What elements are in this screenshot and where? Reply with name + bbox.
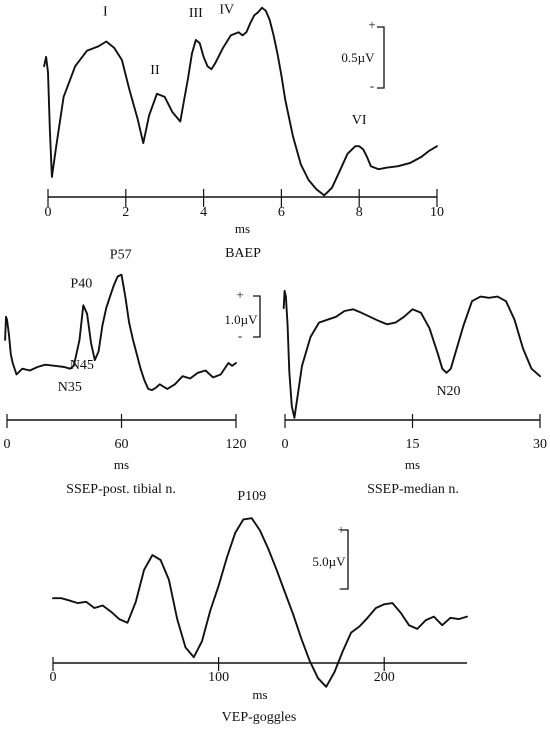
chart-0-x-tick-label-2: 2: [122, 205, 129, 220]
chart-1-calibration-minus: -: [238, 328, 242, 343]
chart-3-series-0-waveform: [52, 517, 468, 688]
chart-3-x-tick-label-200: 200: [374, 670, 395, 685]
chart-1-series-0-waveform: [4, 273, 237, 392]
chart-3-title: VEP-goggles: [222, 710, 297, 725]
chart-0-x-tick-label-4: 4: [200, 205, 207, 220]
chart-0-peak-label-vi: VI: [352, 113, 367, 128]
chart-0-peak-label-i: I: [103, 5, 108, 20]
chart-2-x-tick-label-30: 30: [533, 437, 547, 452]
chart-2-series-0-waveform: [282, 289, 541, 419]
chart-1-peak-label-n35: N35: [58, 380, 82, 395]
chart-2-peak-label-n20: N20: [436, 384, 460, 399]
chart-1-calibration-bar: [253, 295, 261, 338]
chart-1-x-axis-label: ms: [114, 457, 129, 472]
chart-0-peak-label-ii: II: [150, 63, 160, 78]
chart-1-peak-label-n45: N45: [70, 358, 94, 373]
chart-0-peak-label-iii: III: [189, 6, 203, 21]
chart-3-calibration-minus: -: [339, 580, 343, 595]
chart-3-x-axis-label: ms: [252, 687, 267, 702]
chart-2-title: SSEP-median n.: [367, 482, 459, 497]
chart-0-calibration-plus: +: [368, 17, 375, 32]
chart-1-x-tick-label-120: 120: [226, 437, 247, 452]
chart-0-x-tick-label-10: 10: [430, 205, 444, 220]
chart-0-series-0-waveform: [43, 6, 438, 197]
chart-2-x-axis-label: ms: [405, 457, 420, 472]
chart-3-x-tick-label-0: 0: [50, 670, 57, 685]
chart-0-x-tick-label-8: 8: [356, 205, 363, 220]
chart-3-x-tick-label-100: 100: [208, 670, 229, 685]
chart-1-x-tick-label-0: 0: [4, 437, 11, 452]
chart-1-peak-label-p57: P57: [110, 247, 132, 262]
chart-0-calibration-bar: [377, 26, 385, 89]
chart-0-x-axis-label: ms: [235, 221, 250, 236]
chart-3-calibration-value: 5.0µV: [312, 554, 346, 569]
chart-0-x-tick-label-6: 6: [278, 205, 285, 220]
chart-0-peak-label-iv: IV: [219, 2, 234, 17]
chart-3-calibration-plus: +: [337, 522, 344, 537]
chart-1-peak-label-p40: P40: [70, 276, 92, 291]
chart-0-title: BAEP: [225, 246, 261, 261]
chart-1-title: SSEP-post. tibial n.: [66, 482, 176, 497]
chart-1-x-tick-label-60: 60: [115, 437, 129, 452]
chart-3-peak-label-p109: P109: [237, 489, 266, 504]
chart-2-x-tick-label-0: 0: [282, 437, 289, 452]
chart-0-x-tick-label-0: 0: [45, 205, 52, 220]
chart-0-calibration-minus: -: [370, 78, 374, 93]
chart-1-calibration-plus: +: [236, 287, 243, 302]
chart-3-calibration-bar: [341, 529, 349, 590]
chart-1-calibration-value: 1.0µV: [224, 312, 258, 327]
chart-2-x-tick-label-15: 15: [406, 437, 420, 452]
chart-0-calibration-value: 0.5µV: [341, 50, 375, 65]
